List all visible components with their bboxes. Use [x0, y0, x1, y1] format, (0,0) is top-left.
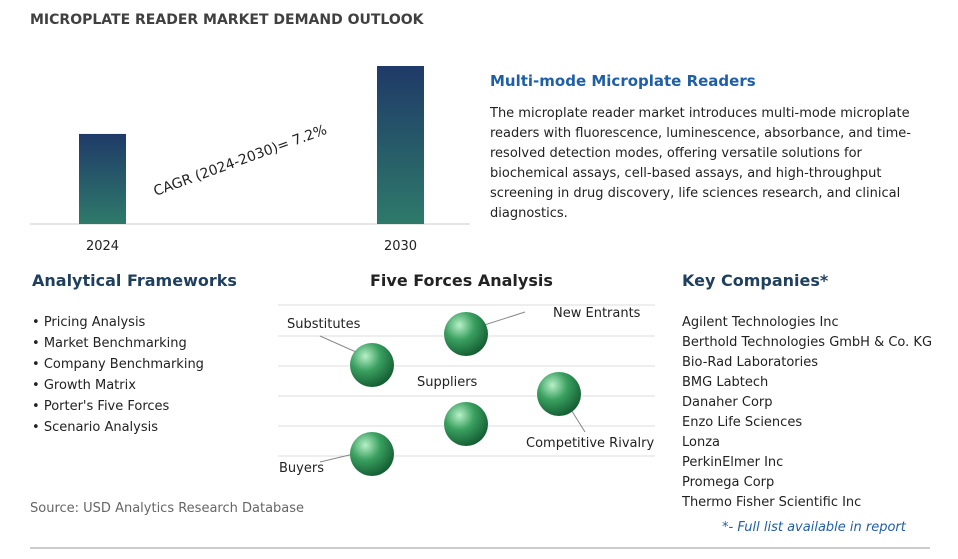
- company-item: BMG Labtech: [682, 375, 768, 390]
- x-tick-label: 2024: [86, 239, 119, 254]
- cagr-annotation: CAGR (2024-2030)= 7.2%: [152, 122, 330, 200]
- company-item-text: Berthold Technologies GmbH & Co. KG: [682, 335, 933, 350]
- bar: [79, 133, 126, 224]
- company-item: Bio-Rad Laboratories: [682, 355, 818, 370]
- company-item: Berthold Technologies GmbH & Co. KG: [682, 335, 932, 350]
- force-label: Substitutes: [287, 317, 361, 332]
- company-item: Promega Corp: [682, 475, 774, 490]
- x-tick-label: 2030: [384, 239, 417, 254]
- framework-item: • Porter's Five Forces: [32, 399, 170, 414]
- force-label: Suppliers: [417, 375, 478, 390]
- company-item-text: Promega Corp: [682, 475, 775, 490]
- framework-item-text: Pricing Analysis: [43, 315, 146, 330]
- framework-item-text: Company Benchmarking: [43, 357, 204, 372]
- company-item: PerkinElmer Inc: [682, 455, 783, 470]
- company-item-text: Agilent Technologies Inc: [682, 315, 839, 330]
- company-item: Enzo Life Sciences: [682, 415, 802, 430]
- framework-item-text: Growth Matrix: [43, 378, 136, 393]
- section-title: Analytical Frameworks: [32, 271, 237, 290]
- company-item-text: Danaher Corp: [682, 395, 773, 410]
- framework-item: • Company Benchmarking: [32, 357, 204, 372]
- company-item-text: Lonza: [682, 435, 720, 450]
- framework-item-text: Market Benchmarking: [43, 336, 187, 351]
- framework-item-text: Scenario Analysis: [43, 420, 159, 435]
- framework-item-text: Porter's Five Forces: [43, 399, 170, 414]
- framework-item: • Growth Matrix: [32, 378, 136, 393]
- company-item-text: Thermo Fisher Scientific Inc: [682, 495, 862, 510]
- section-title: Five Forces Analysis: [370, 271, 553, 290]
- company-item-text: PerkinElmer Inc: [682, 455, 784, 470]
- title: MICROPLATE READER MARKET DEMAND OUTLOOK: [30, 12, 424, 28]
- framework-item: • Pricing Analysis: [32, 315, 146, 330]
- company-item-text: Enzo Life Sciences: [682, 415, 803, 430]
- spheres: [350, 312, 581, 476]
- force-label: Competitive Rivalry: [526, 436, 654, 451]
- framework-item: • Market Benchmarking: [32, 336, 187, 351]
- description-heading: Multi-mode Microplate Readers: [490, 72, 756, 90]
- company-item: Thermo Fisher Scientific Inc: [682, 495, 861, 510]
- description-text: The microplate reader market introduces …: [490, 106, 911, 221]
- framework-item: • Scenario Analysis: [32, 420, 159, 435]
- force-label: New Entrants: [553, 306, 641, 321]
- company-item: Lonza: [682, 435, 720, 450]
- company-item: Agilent Technologies Inc: [682, 315, 839, 330]
- force-label: Buyers: [279, 461, 324, 476]
- company-item-text: Bio-Rad Laboratories: [682, 355, 819, 370]
- bar: [377, 66, 424, 224]
- company-item: Danaher Corp: [682, 395, 773, 410]
- section-title: Key Companies*: [682, 271, 829, 290]
- footnote: *- Full list available in report: [722, 520, 906, 535]
- company-item-text: BMG Labtech: [682, 375, 769, 390]
- source: Source: USD Analytics Research Database: [30, 501, 305, 516]
